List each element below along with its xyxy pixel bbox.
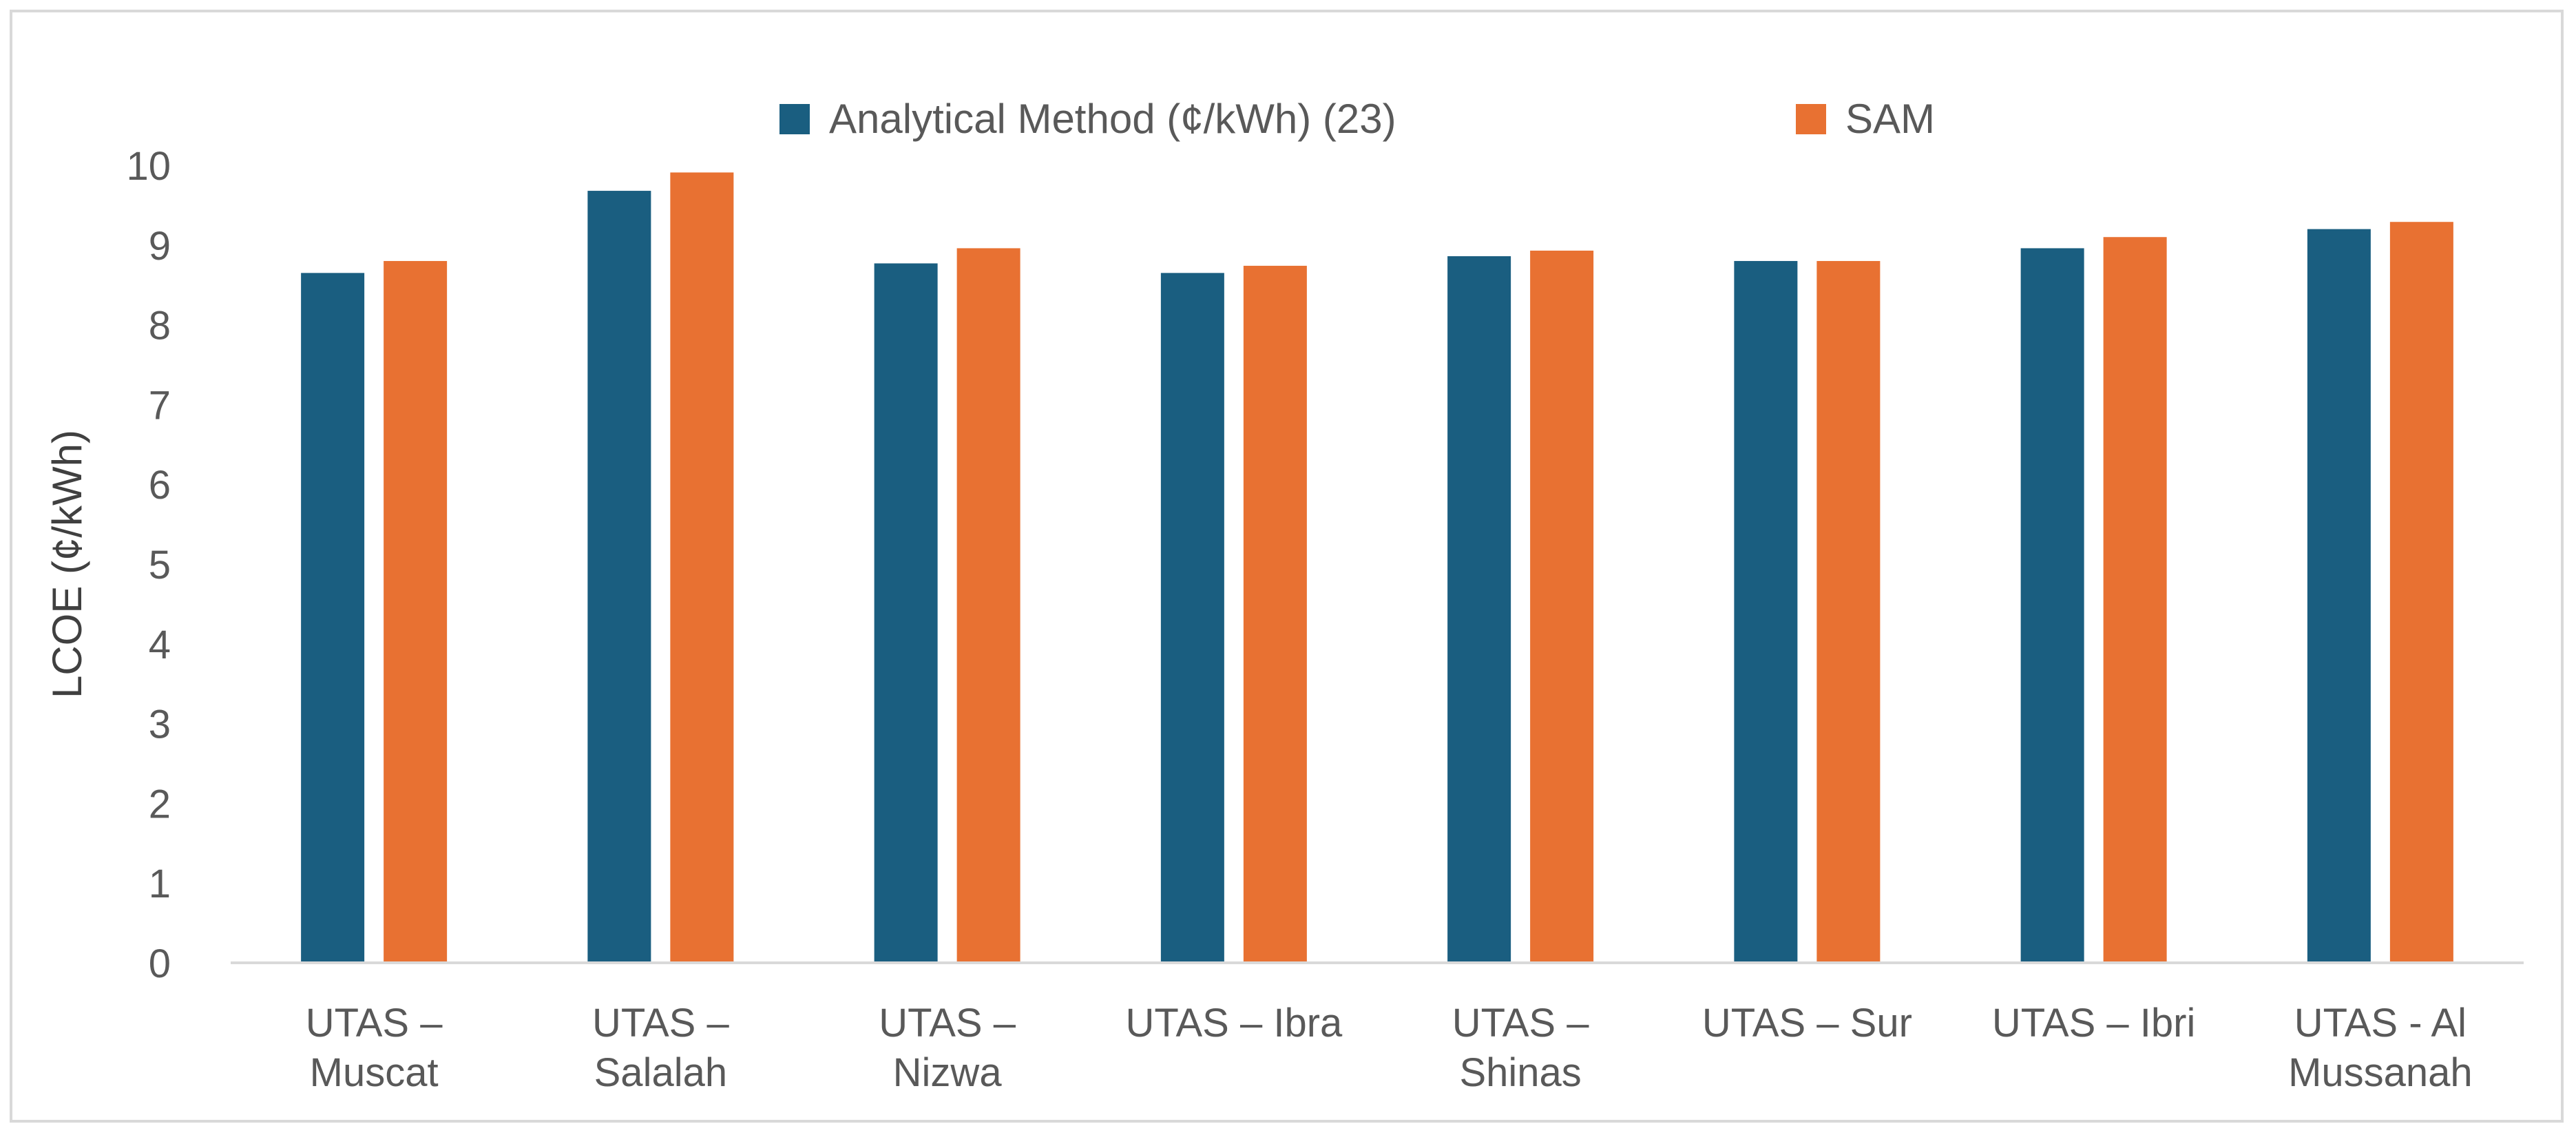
x-tick-4-line-1: Shinas	[1459, 1050, 1581, 1095]
bar-s1-c0	[384, 260, 448, 964]
x-tick-2-line-1: Nizwa	[893, 1050, 1003, 1095]
x-tick-3-line-0: UTAS – Ibra	[1125, 1001, 1343, 1045]
x-tick-7: UTAS - Al Mussanah	[2288, 1001, 2473, 1095]
bar-s0-c1	[587, 191, 651, 963]
bar-s0-c6	[2020, 248, 2084, 963]
y-tick-6: 6	[149, 463, 171, 508]
x-tick-7-line-0: UTAS - Al	[2294, 1001, 2467, 1045]
legend: Analytical Method (¢/kWh) (23) SAM	[779, 96, 1935, 142]
x-tick-1-line-1: Salalah	[594, 1050, 727, 1095]
y-axis: 0 1 2 3 4 5 6 7 8 9 10 LCOE (¢/kWh)	[44, 144, 171, 986]
x-tick-5: UTAS – Sur	[1702, 1001, 1912, 1045]
bar-s1-c6	[2103, 237, 2167, 964]
x-tick-2: UTAS – Nizwa	[879, 1001, 1016, 1095]
bar-s1-c2	[956, 248, 1020, 963]
bar-s0-c0	[301, 273, 365, 964]
y-tick-4: 4	[149, 623, 171, 667]
bar-s0-c3	[1160, 273, 1224, 964]
legend-swatch-0	[779, 104, 810, 134]
x-tick-7-line-1: Mussanah	[2288, 1050, 2473, 1095]
x-tick-3: UTAS – Ibra	[1125, 1001, 1343, 1045]
x-tick-5-line-0: UTAS – Sur	[1702, 1001, 1912, 1045]
y-tick-5: 5	[149, 543, 171, 587]
bars	[301, 172, 2453, 964]
x-tick-6-line-0: UTAS – Ibri	[1992, 1001, 2195, 1045]
bar-s1-c1	[670, 172, 734, 963]
x-tick-1-line-0: UTAS –	[592, 1001, 729, 1045]
y-axis-label: LCOE (¢/kWh)	[44, 430, 90, 698]
legend-label-0: Analytical Method (¢/kWh) (23)	[829, 96, 1396, 142]
y-tick-0: 0	[149, 941, 171, 986]
bar-s0-c2	[874, 263, 938, 964]
y-tick-9: 9	[149, 224, 171, 269]
y-tick-2: 2	[149, 782, 171, 826]
bar-s0-c7	[2307, 229, 2371, 963]
x-tick-4: UTAS – Shinas	[1452, 1001, 1589, 1095]
y-tick-10: 10	[126, 144, 171, 189]
bar-s1-c4	[1530, 250, 1594, 963]
x-tick-0: UTAS – Muscat	[306, 1001, 443, 1095]
x-tick-1: UTAS – Salalah	[592, 1001, 729, 1095]
x-tick-4-line-0: UTAS –	[1452, 1001, 1589, 1045]
y-tick-7: 7	[149, 383, 171, 428]
bar-s1-c7	[2389, 222, 2453, 963]
bar-s0-c5	[1734, 260, 1798, 964]
bar-s1-c3	[1243, 265, 1307, 964]
x-tick-0-line-1: Muscat	[310, 1050, 439, 1095]
y-tick-1: 1	[149, 862, 171, 906]
x-tick-0-line-0: UTAS –	[306, 1001, 443, 1045]
x-tick-6: UTAS – Ibri	[1992, 1001, 2195, 1045]
y-tick-3: 3	[149, 702, 171, 747]
y-tick-8: 8	[149, 304, 171, 348]
bar-s1-c5	[1816, 260, 1881, 964]
legend-swatch-1	[1796, 104, 1826, 134]
x-tick-2-line-0: UTAS –	[879, 1001, 1016, 1045]
legend-label-1: SAM	[1845, 96, 1935, 142]
bar-s0-c4	[1447, 256, 1511, 964]
